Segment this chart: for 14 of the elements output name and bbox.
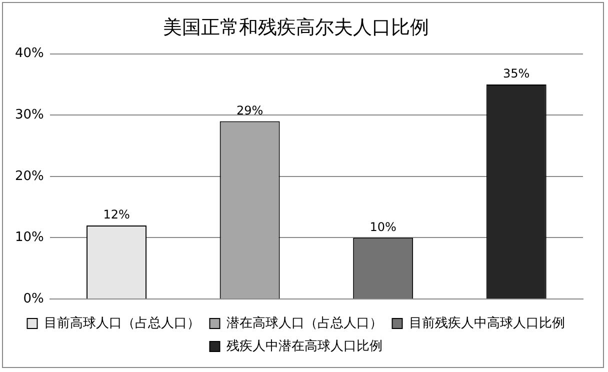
data-label: 35%: [503, 66, 530, 81]
y-tick-label: 20%: [14, 168, 44, 184]
legend-label: 目前高球人口（占总人口）: [44, 314, 200, 331]
y-tick-label: 10%: [14, 230, 44, 246]
legend-label: 潜在高球人口（占总人口）: [226, 314, 382, 331]
legend-label: 残疾人中潜在高球人口比例: [226, 338, 382, 354]
data-label: 12%: [103, 208, 130, 222]
legend-label: 目前残疾人中高球人口比例: [408, 314, 565, 331]
chart-title: 美国正常和残疾高尔夫人口比例: [163, 16, 429, 38]
y-tick-label: 0%: [23, 291, 44, 306]
y-tick-label: 40%: [14, 46, 44, 62]
data-label: 10%: [370, 220, 396, 234]
data-label: 29%: [236, 103, 264, 118]
y-tick-label: 30%: [14, 107, 44, 122]
